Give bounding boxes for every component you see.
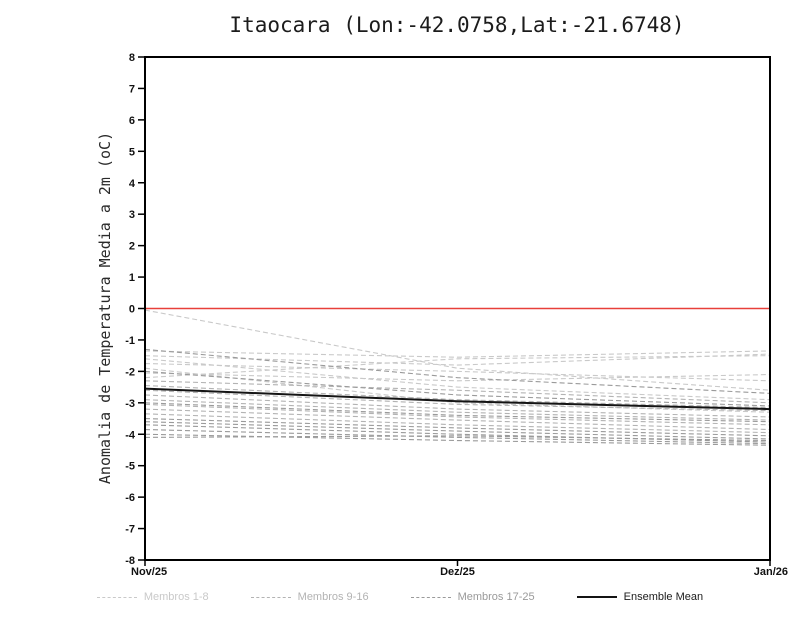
y-tick-label: 5 bbox=[129, 146, 135, 158]
y-tick-label: 2 bbox=[129, 241, 135, 253]
ensemble-member-line bbox=[144, 362, 771, 382]
x-tick-label: Dez/25 bbox=[440, 566, 475, 578]
y-tick-label: 6 bbox=[129, 115, 135, 127]
y-tick-label: -6 bbox=[125, 492, 135, 504]
legend-line-sample bbox=[410, 596, 451, 598]
ensemble-member-line bbox=[144, 421, 771, 440]
y-tick-label: 8 bbox=[129, 52, 135, 64]
ensemble-member-line bbox=[144, 355, 771, 379]
y-tick-label: -4 bbox=[125, 429, 136, 441]
ensemble-member-line bbox=[144, 358, 771, 401]
ensemble-mean-layer bbox=[144, 387, 771, 411]
y-tick-label: -7 bbox=[125, 524, 135, 536]
ensemble-member-line bbox=[144, 309, 771, 391]
y-tick-label: 7 bbox=[129, 83, 135, 95]
y-axis-label: Anomalia de Temperatura Media a 2m (oC) bbox=[96, 132, 114, 484]
chart-title: Itaocara (Lon:-42.0758,Lat:-21.6748) bbox=[229, 13, 684, 37]
y-tick-label: -5 bbox=[125, 461, 135, 473]
ensemble-member-line bbox=[144, 402, 771, 423]
y-tick-label: -3 bbox=[125, 398, 135, 410]
legend-item: Membros 9-16 bbox=[250, 591, 369, 603]
ensemble-member-line bbox=[144, 428, 771, 445]
ensemble-member-line bbox=[144, 370, 771, 407]
ensemble-member-line bbox=[144, 350, 771, 358]
ensemble-member-line bbox=[144, 435, 771, 442]
legend-line-sample bbox=[96, 596, 137, 598]
legend-item: Ensemble Mean bbox=[576, 591, 704, 603]
legend-item: Membros 17-25 bbox=[410, 591, 535, 603]
legend-line-sample bbox=[576, 596, 617, 598]
ensemble-member-line bbox=[144, 389, 771, 412]
legend-label: Membros 9-16 bbox=[297, 591, 369, 603]
ensemble-member-line bbox=[144, 353, 771, 366]
legend-item: Membros 1-8 bbox=[96, 591, 209, 603]
chart-legend: Membros 1-8 Membros 9-16 Membros 17-25 Ense… bbox=[0, 585, 800, 609]
ensemble-mean-line bbox=[144, 387, 771, 411]
x-tick-label: Nov/25 bbox=[131, 566, 167, 578]
x-tick-label: Jan/26 bbox=[754, 566, 788, 578]
y-tick-label: 3 bbox=[129, 209, 135, 221]
ensemble-member-line bbox=[144, 372, 771, 382]
y-tick-label: -8 bbox=[125, 555, 135, 567]
y-tick-label: 1 bbox=[129, 272, 135, 284]
ensemble-member-line bbox=[144, 399, 771, 421]
legend-line-sample bbox=[250, 596, 291, 598]
ensemble-member-line bbox=[144, 380, 771, 404]
ensemble-member-line bbox=[144, 394, 771, 418]
ensemble-member-line bbox=[144, 384, 771, 409]
legend-label: Membros 17-25 bbox=[457, 591, 535, 603]
legend-label: Membros 1-8 bbox=[143, 591, 209, 603]
y-tick-label: -1 bbox=[125, 335, 135, 347]
ensemble-member-line bbox=[144, 348, 771, 394]
y-tick-label: -2 bbox=[125, 366, 135, 378]
ensemble-members-layer bbox=[144, 309, 771, 446]
y-tick-label: 4 bbox=[129, 178, 136, 190]
ensemble-member-line bbox=[144, 413, 771, 434]
ensemble-member-line bbox=[144, 403, 771, 426]
ensemble-member-line bbox=[144, 417, 771, 437]
legend-label: Ensemble Mean bbox=[623, 591, 704, 603]
ensemble-member-line bbox=[144, 408, 771, 431]
y-tick-label: 0 bbox=[129, 304, 135, 316]
